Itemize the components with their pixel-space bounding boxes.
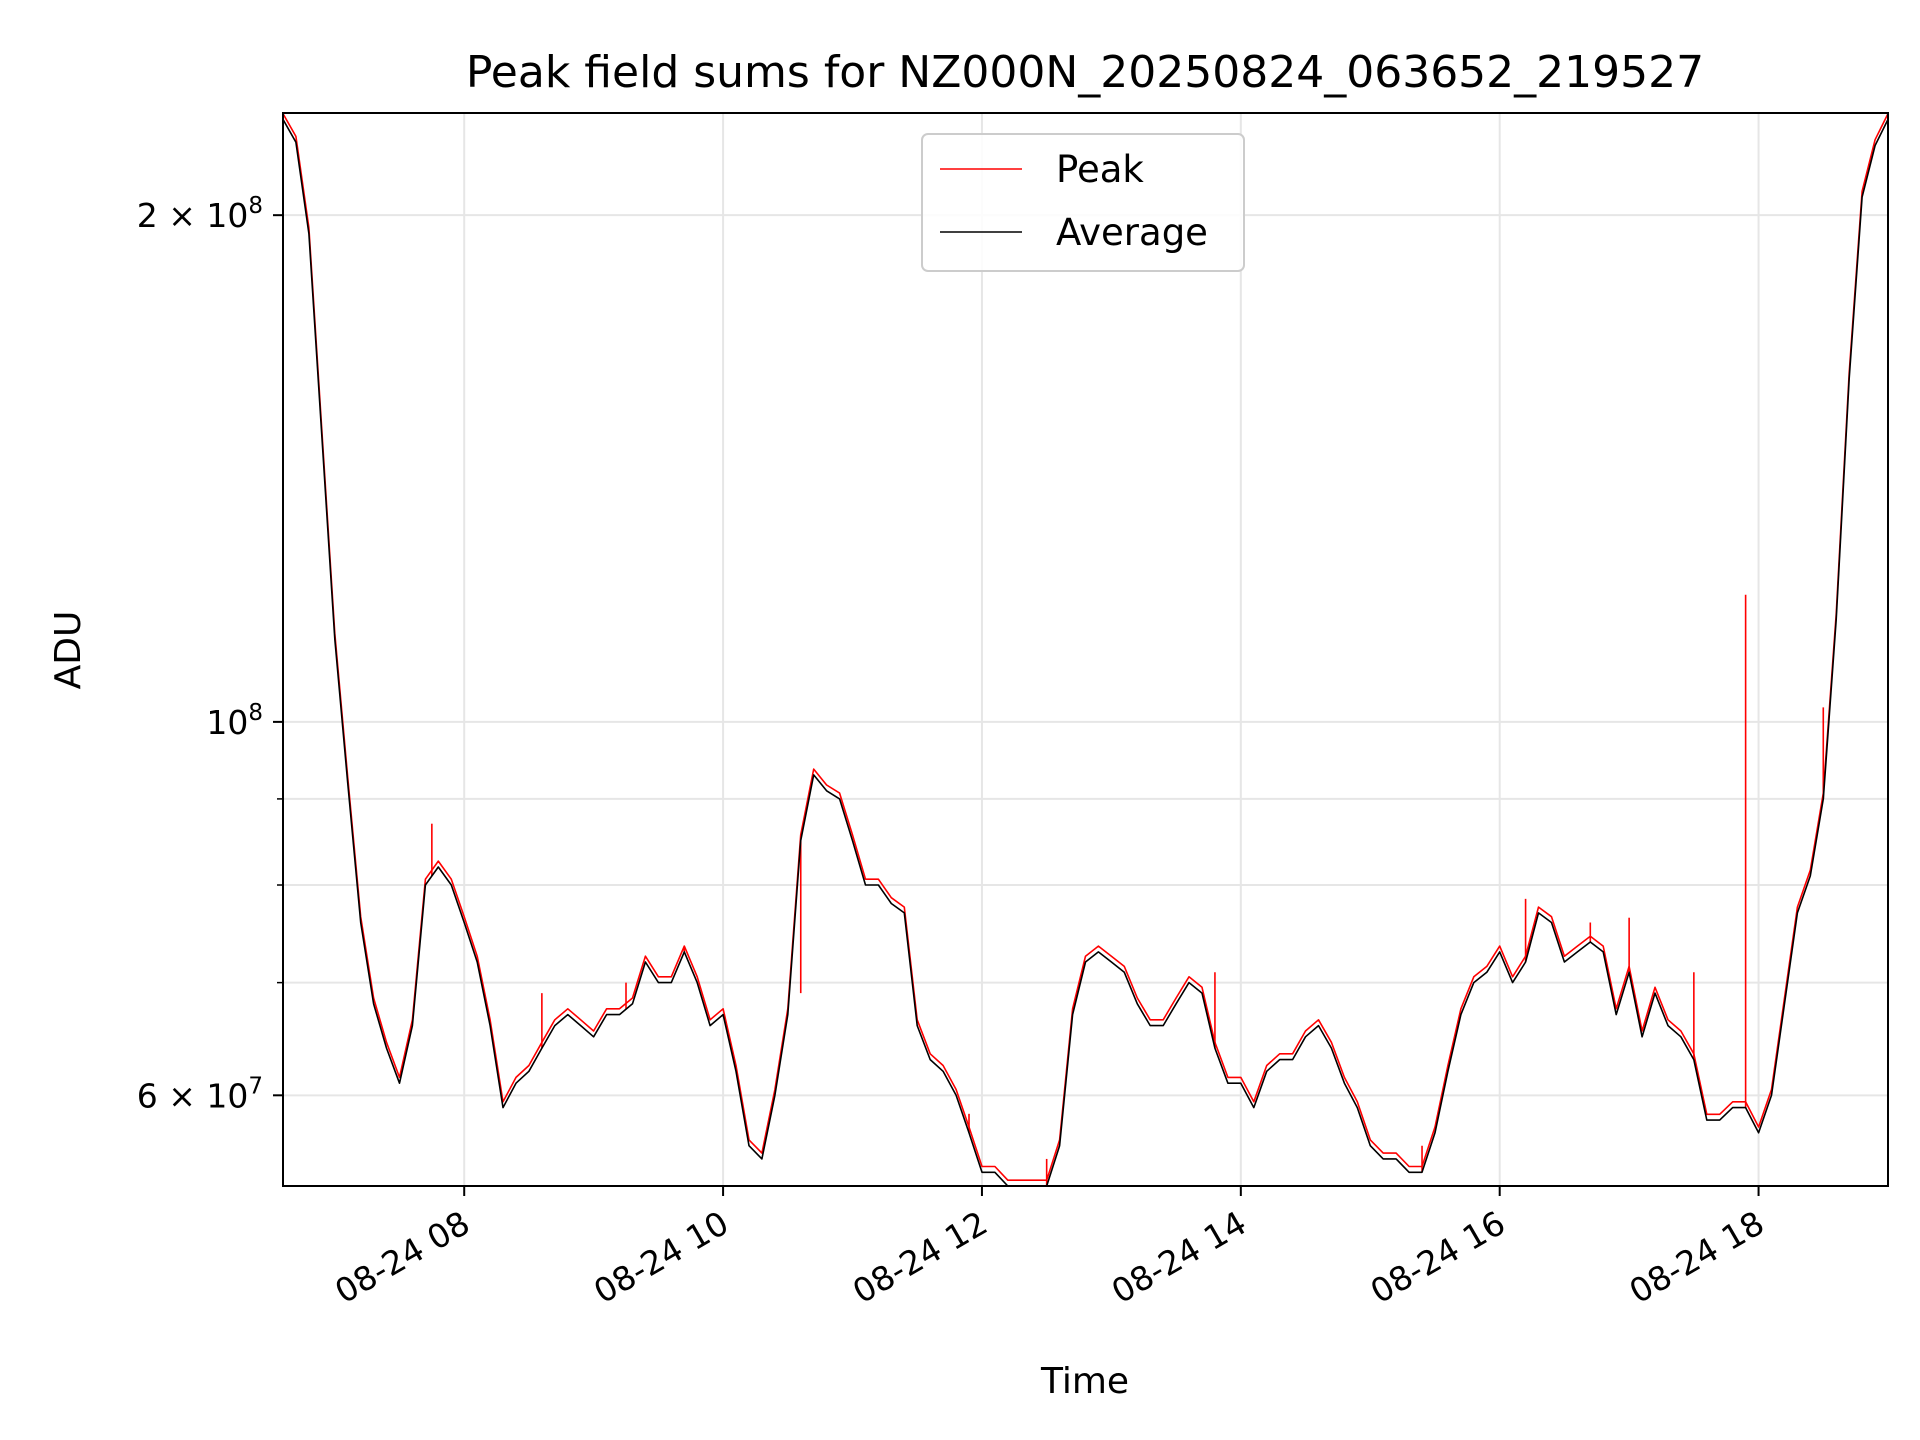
y-axis-label: ADU: [48, 611, 89, 690]
legend: Peak Average: [921, 133, 1245, 272]
y-tick-label-base: 2 × 10: [137, 196, 249, 235]
y-tick-label: 6 × 107: [137, 1073, 263, 1115]
chart-title: Peak field sums for NZ000N_20250824_0636…: [466, 47, 1704, 98]
y-tick-label-base: 10: [206, 703, 248, 742]
legend-label-average: Average: [1056, 211, 1208, 254]
x-axis-label: Time: [1040, 1361, 1129, 1402]
peak-line: [283, 113, 1888, 1181]
legend-label-peak: Peak: [1056, 148, 1144, 191]
y-tick-label-exponent: 8: [248, 700, 263, 726]
plot-frame: [282, 112, 1889, 1187]
y-tick-label: 2 × 108: [137, 193, 263, 235]
series-layer: [283, 113, 1888, 1186]
y-tick-label: 108: [206, 700, 263, 742]
grid-lines: [283, 113, 1888, 1186]
y-tick-label-exponent: 7: [248, 1073, 263, 1099]
y-tick-label-exponent: 8: [248, 193, 263, 219]
y-tick-label-base: 6 × 10: [137, 1076, 249, 1115]
average-line: [283, 119, 1888, 1186]
